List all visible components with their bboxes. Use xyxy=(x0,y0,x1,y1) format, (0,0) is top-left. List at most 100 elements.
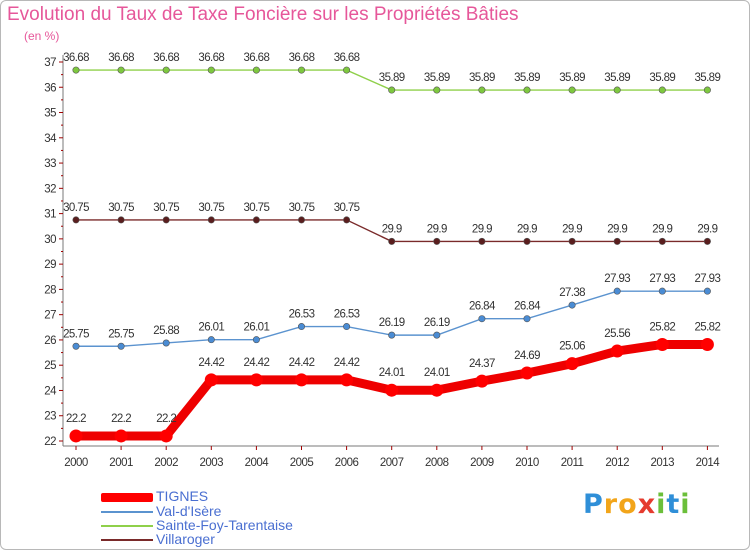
data-point-villaroger xyxy=(703,237,711,245)
data-point-sainte-foy-tarentaise xyxy=(388,86,396,94)
y-tick-label: 32 xyxy=(44,183,56,195)
data-point-villaroger xyxy=(478,237,486,245)
data-label-tignes: 24.69 xyxy=(514,350,540,362)
data-label-villaroger: 29.9 xyxy=(517,223,537,235)
data-point-val-d-is-re xyxy=(658,287,666,295)
y-tick-label: 36 xyxy=(44,82,56,94)
y-tick-label: 34 xyxy=(44,133,57,145)
data-point-tignes xyxy=(204,373,218,387)
data-label-sainte-foy-tarentaise: 36.68 xyxy=(108,52,134,64)
data-point-val-d-is-re xyxy=(207,336,215,344)
data-point-sainte-foy-tarentaise xyxy=(72,66,80,74)
data-point-sainte-foy-tarentaise xyxy=(478,86,486,94)
data-point-sainte-foy-tarentaise xyxy=(568,86,576,94)
data-label-sainte-foy-tarentaise: 36.68 xyxy=(198,52,224,64)
data-point-sainte-foy-tarentaise xyxy=(252,66,260,74)
data-label-val-d-is-re: 26.01 xyxy=(198,322,224,334)
x-tick-label: 2001 xyxy=(109,457,133,469)
x-tick-label: 2009 xyxy=(470,457,494,469)
x-tick-label: 2008 xyxy=(425,457,449,469)
data-point-tignes xyxy=(430,383,444,397)
data-point-villaroger xyxy=(568,237,576,245)
data-label-sainte-foy-tarentaise: 36.68 xyxy=(63,52,89,64)
data-point-villaroger xyxy=(613,237,621,245)
y-tick-label: 26 xyxy=(44,335,56,347)
data-label-villaroger: 29.9 xyxy=(697,223,717,235)
data-point-val-d-is-re xyxy=(433,331,441,339)
x-tick-label: 2000 xyxy=(64,457,88,469)
data-label-tignes: 24.42 xyxy=(244,357,270,369)
data-label-villaroger: 30.75 xyxy=(198,202,224,214)
data-point-tignes xyxy=(700,337,714,351)
data-point-sainte-foy-tarentaise xyxy=(703,86,711,94)
data-label-sainte-foy-tarentaise: 36.68 xyxy=(153,52,179,64)
data-label-val-d-is-re: 26.84 xyxy=(469,301,496,313)
logo-letter: r xyxy=(603,489,619,520)
data-label-tignes: 25.06 xyxy=(559,341,585,353)
logo-letter: i xyxy=(656,489,667,520)
y-tick-label: 28 xyxy=(44,284,56,296)
data-point-tignes xyxy=(565,357,579,371)
legend-swatch-tignes xyxy=(101,493,153,502)
data-point-sainte-foy-tarentaise xyxy=(117,66,125,74)
data-label-sainte-foy-tarentaise: 35.89 xyxy=(514,72,540,84)
proxiti-logo: Proxiti xyxy=(583,489,691,520)
data-label-sainte-foy-tarentaise: 36.68 xyxy=(289,52,315,64)
legend-label-tignes: TIGNES xyxy=(156,488,209,504)
data-point-villaroger xyxy=(523,237,531,245)
legend-swatch-villaroger xyxy=(101,539,153,541)
legend-label-sainte-foy-tarentaise: Sainte-Foy-Tarentaise xyxy=(156,517,293,533)
data-label-sainte-foy-tarentaise: 35.89 xyxy=(379,72,405,84)
data-point-val-d-is-re xyxy=(252,336,260,344)
data-label-tignes: 24.42 xyxy=(289,357,315,369)
data-point-val-d-is-re xyxy=(72,342,80,350)
data-label-val-d-is-re: 27.93 xyxy=(649,273,675,285)
y-tick-label: 29 xyxy=(44,259,56,271)
data-point-sainte-foy-tarentaise xyxy=(523,86,531,94)
data-label-tignes: 22.2 xyxy=(111,413,131,425)
x-tick-label: 2003 xyxy=(200,457,224,469)
legend-swatch-sainte-foy-tarentaise xyxy=(101,525,153,527)
data-label-sainte-foy-tarentaise: 35.89 xyxy=(559,72,585,84)
data-label-villaroger: 30.75 xyxy=(334,202,360,214)
data-label-sainte-foy-tarentaise: 35.89 xyxy=(604,72,630,84)
logo-letter: o xyxy=(618,489,638,520)
legend-label-val-d-isere: Val-d'Isère xyxy=(156,503,222,519)
data-point-villaroger xyxy=(343,216,351,224)
data-point-val-d-is-re xyxy=(343,323,351,331)
x-tick-label: 2010 xyxy=(515,457,539,469)
data-point-val-d-is-re xyxy=(478,315,486,323)
data-point-tignes xyxy=(340,373,354,387)
data-point-sainte-foy-tarentaise xyxy=(297,66,305,74)
data-label-villaroger: 29.9 xyxy=(652,223,672,235)
data-point-val-d-is-re xyxy=(523,315,531,323)
data-label-tignes: 24.01 xyxy=(424,367,450,379)
data-point-val-d-is-re xyxy=(162,339,170,347)
data-label-villaroger: 29.9 xyxy=(562,223,582,235)
data-label-val-d-is-re: 27.93 xyxy=(695,273,721,285)
data-label-val-d-is-re: 26.19 xyxy=(379,317,405,329)
x-tick-label: 2011 xyxy=(561,457,584,469)
data-point-tignes xyxy=(475,374,489,388)
data-label-villaroger: 30.75 xyxy=(289,202,315,214)
y-tick-label: 24 xyxy=(44,385,57,397)
x-tick-label: 2007 xyxy=(380,457,404,469)
data-label-tignes: 25.56 xyxy=(604,328,630,340)
y-tick-label: 27 xyxy=(44,310,56,322)
data-point-val-d-is-re xyxy=(297,323,305,331)
data-point-tignes xyxy=(520,366,534,380)
data-label-val-d-is-re: 27.93 xyxy=(604,273,630,285)
x-tick-label: 2002 xyxy=(154,457,178,469)
data-point-villaroger xyxy=(433,237,441,245)
data-label-villaroger: 30.75 xyxy=(244,202,270,214)
data-point-villaroger xyxy=(252,216,260,224)
data-label-val-d-is-re: 26.53 xyxy=(289,309,315,321)
data-point-villaroger xyxy=(72,216,80,224)
data-label-villaroger: 30.75 xyxy=(108,202,134,214)
data-label-val-d-is-re: 25.75 xyxy=(108,328,134,340)
x-tick-label: 2006 xyxy=(335,457,359,469)
data-point-villaroger xyxy=(117,216,125,224)
data-label-val-d-is-re: 25.88 xyxy=(153,325,179,337)
